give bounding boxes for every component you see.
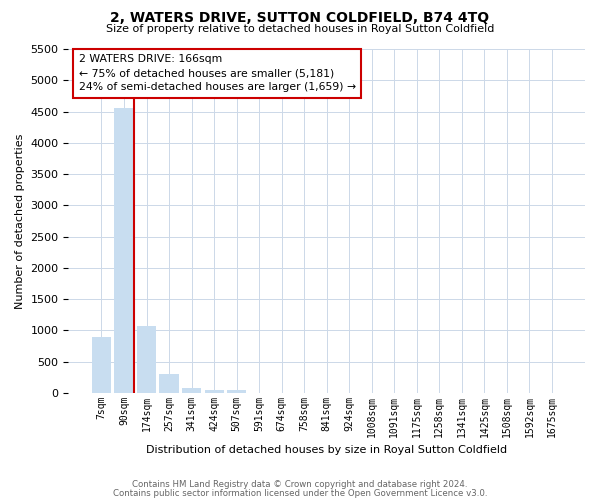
Bar xyxy=(92,336,111,393)
Text: 2, WATERS DRIVE, SUTTON COLDFIELD, B74 4TQ: 2, WATERS DRIVE, SUTTON COLDFIELD, B74 4… xyxy=(110,11,490,25)
Text: 2 WATERS DRIVE: 166sqm
← 75% of detached houses are smaller (5,181)
24% of semi-: 2 WATERS DRIVE: 166sqm ← 75% of detached… xyxy=(79,54,356,92)
Text: Size of property relative to detached houses in Royal Sutton Coldfield: Size of property relative to detached ho… xyxy=(106,24,494,34)
Bar xyxy=(182,388,201,393)
Bar xyxy=(137,326,156,393)
Y-axis label: Number of detached properties: Number of detached properties xyxy=(15,133,25,308)
Text: Contains HM Land Registry data © Crown copyright and database right 2024.: Contains HM Land Registry data © Crown c… xyxy=(132,480,468,489)
X-axis label: Distribution of detached houses by size in Royal Sutton Coldfield: Distribution of detached houses by size … xyxy=(146,445,507,455)
Bar xyxy=(205,390,224,393)
Bar xyxy=(227,390,246,393)
Bar xyxy=(160,374,179,393)
Bar xyxy=(115,108,134,393)
Text: Contains public sector information licensed under the Open Government Licence v3: Contains public sector information licen… xyxy=(113,488,487,498)
